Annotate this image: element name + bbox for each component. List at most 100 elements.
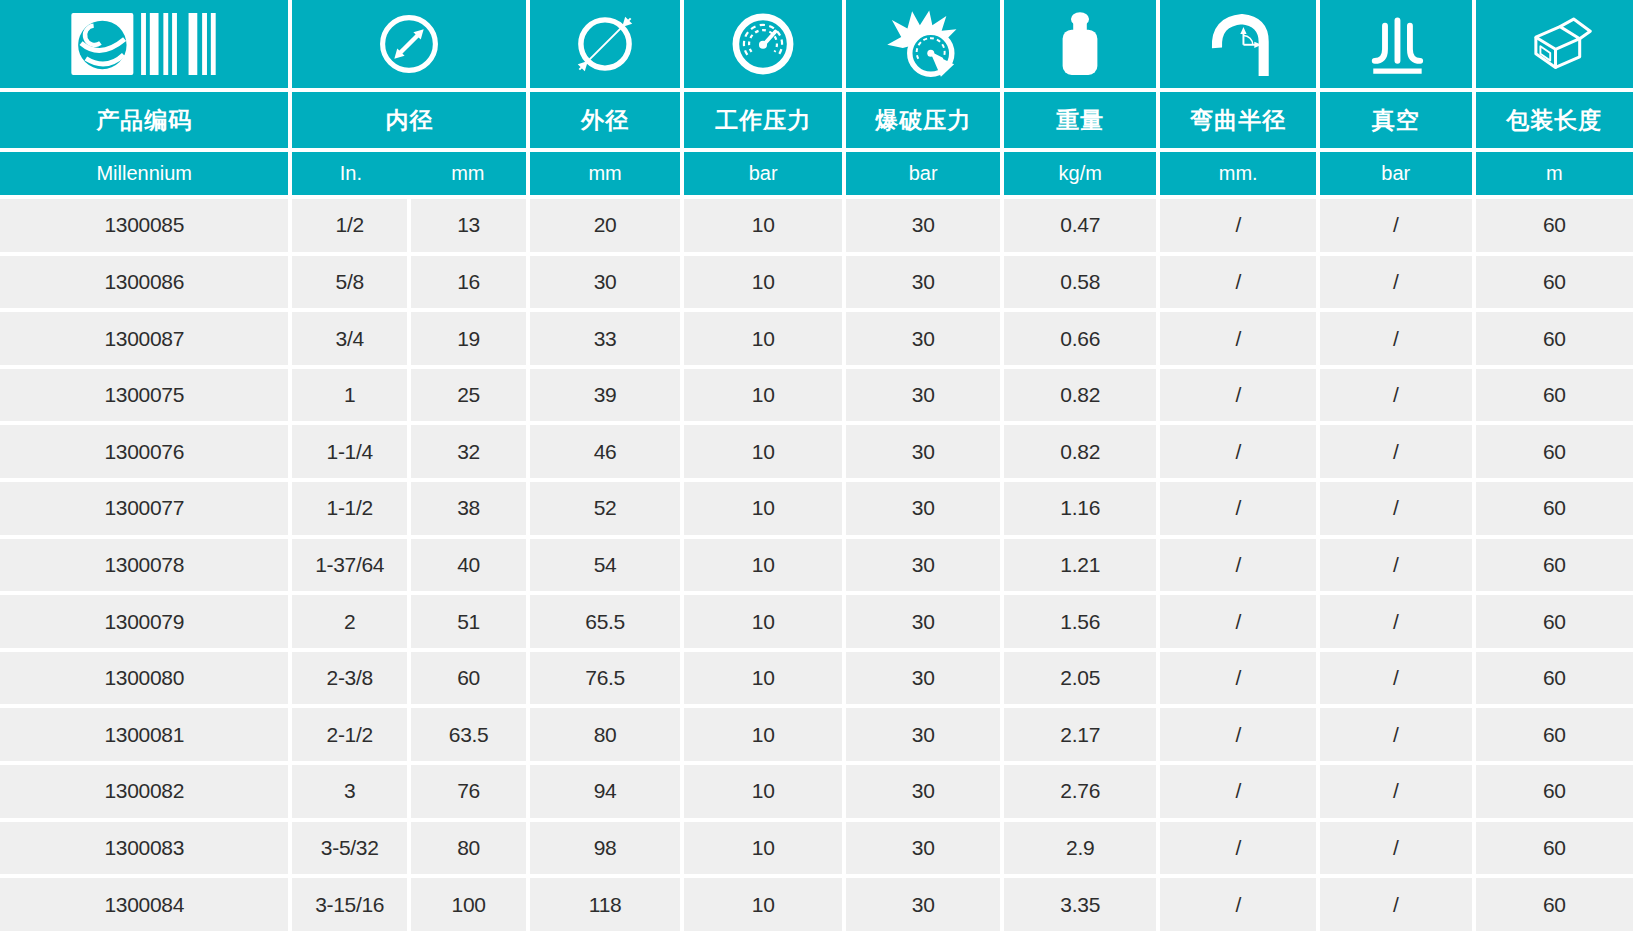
- table-row: 1300086 5/8 16 30 10 30 0.58 / / 60: [0, 256, 1633, 309]
- cell-burst-pressure: 30: [846, 312, 1000, 365]
- cell-outer-diameter: 30: [530, 256, 680, 309]
- cell-product-code: 1300079: [0, 595, 288, 648]
- cell-outer-diameter: 76.5: [530, 652, 680, 705]
- header-outer-diameter: 外径: [530, 92, 680, 148]
- units-outer-diameter: mm: [530, 152, 680, 195]
- cell-packing-length: 60: [1476, 199, 1633, 252]
- cell-inner-diameter-in: 2-3/8: [292, 652, 406, 705]
- table-row: 1300087 3/4 19 33 10 30 0.66 / / 60: [0, 312, 1633, 365]
- cell-packing-length: 60: [1476, 822, 1633, 875]
- cell-burst-pressure: 30: [846, 256, 1000, 309]
- cell-inner-diameter-mm: 63.5: [411, 708, 526, 761]
- cell-working-pressure: 10: [684, 482, 842, 535]
- bend-radius-icon: [1203, 9, 1273, 79]
- cell-burst-pressure: 30: [846, 822, 1000, 875]
- cell-working-pressure: 10: [684, 369, 842, 422]
- cell-vacuum: /: [1320, 822, 1472, 875]
- cell-vacuum: /: [1320, 482, 1472, 535]
- cell-outer-diameter: 39: [530, 369, 680, 422]
- units-vacuum: bar: [1320, 152, 1472, 195]
- header-product-code: 产品编码: [0, 92, 288, 148]
- header-vacuum: 真空: [1320, 92, 1472, 148]
- cell-outer-diameter: 46: [530, 425, 680, 478]
- cell-bend-radius: /: [1160, 595, 1315, 648]
- cell-product-code: 1300077: [0, 482, 288, 535]
- units-burst-pressure: bar: [846, 152, 1000, 195]
- cell-inner-diameter-mm: 32: [411, 425, 526, 478]
- cell-vacuum: /: [1320, 425, 1472, 478]
- cell-packing-length: 60: [1476, 425, 1633, 478]
- cell-inner-diameter-in: 5/8: [292, 256, 406, 309]
- cell-vacuum: /: [1320, 708, 1472, 761]
- cell-bend-radius: /: [1160, 708, 1315, 761]
- inner-diameter-icon: [376, 11, 442, 77]
- cell-bend-radius: /: [1160, 878, 1315, 931]
- cell-burst-pressure: 30: [846, 595, 1000, 648]
- units-weight: kg/m: [1004, 152, 1157, 195]
- cell-product-code: 1300075: [0, 369, 288, 422]
- cell-outer-diameter: 54: [530, 539, 680, 592]
- cell-inner-diameter-in: 1: [292, 369, 406, 422]
- cell-product-code: 1300081: [0, 708, 288, 761]
- barcode-icon: [68, 13, 220, 75]
- cell-vacuum: /: [1320, 765, 1472, 818]
- cell-weight: 0.82: [1004, 369, 1157, 422]
- cell-product-code: 1300086: [0, 256, 288, 309]
- units-bend-radius: mm.: [1160, 152, 1315, 195]
- units-inner-diameter: In. mm: [292, 152, 526, 195]
- vacuum-icon: [1363, 11, 1429, 77]
- cell-inner-diameter-mm: 80: [411, 822, 526, 875]
- cell-outer-diameter: 20: [530, 199, 680, 252]
- cell-working-pressure: 10: [684, 652, 842, 705]
- cell-weight: 0.47: [1004, 199, 1157, 252]
- cell-weight: 2.76: [1004, 765, 1157, 818]
- cell-inner-diameter-in: 3: [292, 765, 406, 818]
- header-burst-pressure: 爆破压力: [846, 92, 1000, 148]
- cell-packing-length: 60: [1476, 765, 1633, 818]
- cell-vacuum: /: [1320, 878, 1472, 931]
- cell-packing-length: 60: [1476, 595, 1633, 648]
- table-row: 1300076 1-1/4 32 46 10 30 0.82 / / 60: [0, 425, 1633, 478]
- icon-cell-packing-length: [1476, 0, 1633, 88]
- cell-weight: 2.05: [1004, 652, 1157, 705]
- cell-packing-length: 60: [1476, 878, 1633, 931]
- header-weight: 重量: [1004, 92, 1157, 148]
- outer-diameter-icon: [570, 9, 640, 79]
- cell-inner-diameter-in: 2: [292, 595, 406, 648]
- header-inner-diameter: 内径: [292, 92, 526, 148]
- cell-burst-pressure: 30: [846, 425, 1000, 478]
- table-row: 1300083 3-5/32 80 98 10 30 2.9 / / 60: [0, 822, 1633, 875]
- cell-working-pressure: 10: [684, 595, 842, 648]
- table-row: 1300082 3 76 94 10 30 2.76 / / 60: [0, 765, 1633, 818]
- cell-weight: 0.82: [1004, 425, 1157, 478]
- cell-inner-diameter-mm: 40: [411, 539, 526, 592]
- cell-bend-radius: /: [1160, 539, 1315, 592]
- table-row: 1300075 1 25 39 10 30 0.82 / / 60: [0, 369, 1633, 422]
- icon-cell-working-pressure: [684, 0, 842, 88]
- cell-packing-length: 60: [1476, 312, 1633, 365]
- cell-product-code: 1300080: [0, 652, 288, 705]
- units-series: Millennium: [0, 152, 288, 195]
- cell-working-pressure: 10: [684, 765, 842, 818]
- cell-burst-pressure: 30: [846, 708, 1000, 761]
- table-row: 1300077 1-1/2 38 52 10 30 1.16 / / 60: [0, 482, 1633, 535]
- cell-working-pressure: 10: [684, 539, 842, 592]
- cell-vacuum: /: [1320, 539, 1472, 592]
- cell-product-code: 1300087: [0, 312, 288, 365]
- table-row: 1300084 3-15/16 100 118 10 30 3.35 / / 6…: [0, 878, 1633, 931]
- table-row: 1300079 2 51 65.5 10 30 1.56 / / 60: [0, 595, 1633, 648]
- cell-product-code: 1300076: [0, 425, 288, 478]
- table-row: 1300081 2-1/2 63.5 80 10 30 2.17 / / 60: [0, 708, 1633, 761]
- cell-bend-radius: /: [1160, 425, 1315, 478]
- cell-product-code: 1300084: [0, 878, 288, 931]
- table-row: 1300085 1/2 13 20 10 30 0.47 / / 60: [0, 199, 1633, 252]
- icon-cell-weight: [1004, 0, 1157, 88]
- header-row: 产品编码 内径 外径 工作压力 爆破压力 重量 弯曲半径 真空 包装长度: [0, 92, 1633, 148]
- cell-vacuum: /: [1320, 369, 1472, 422]
- cell-inner-diameter-mm: 51: [411, 595, 526, 648]
- cell-working-pressure: 10: [684, 199, 842, 252]
- cell-product-code: 1300082: [0, 765, 288, 818]
- cell-weight: 1.56: [1004, 595, 1157, 648]
- cell-inner-diameter-mm: 25: [411, 369, 526, 422]
- cell-burst-pressure: 30: [846, 369, 1000, 422]
